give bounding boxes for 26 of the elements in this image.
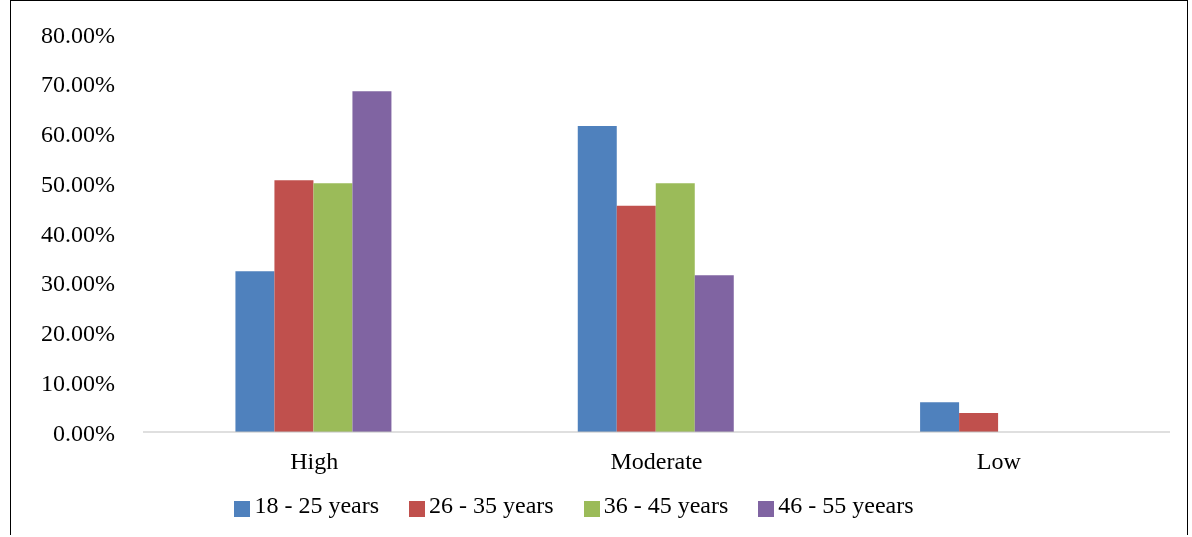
y-tick-label: 50.00% <box>41 170 115 197</box>
legend-label: 46 - 55 yeears <box>778 492 914 518</box>
y-tick-label: 20.00% <box>41 320 115 347</box>
bar <box>577 126 617 432</box>
x-tick-label: Moderate <box>610 448 703 475</box>
bar <box>235 271 275 432</box>
legend-label: 36 - 45 years <box>603 492 729 518</box>
x-tick-label: Low <box>976 448 1022 475</box>
bar <box>313 183 353 432</box>
bar <box>959 413 999 432</box>
y-tick-label: 0.00% <box>53 419 115 446</box>
legend-label: 26 - 35 years <box>429 492 554 518</box>
bar <box>694 275 734 432</box>
bar <box>655 183 695 432</box>
legend-label: 18 - 25 years <box>254 492 380 518</box>
bar <box>616 205 656 432</box>
bar <box>920 402 960 432</box>
y-tick-label: 60.00% <box>41 121 115 148</box>
bar <box>352 91 392 432</box>
bar <box>274 180 314 432</box>
x-tick-label: High <box>290 448 339 475</box>
y-tick-label: 70.00% <box>41 71 115 98</box>
y-tick-label: 40.00% <box>41 220 115 247</box>
y-tick-label: 80.00% <box>41 21 115 48</box>
y-tick-label: 10.00% <box>41 369 115 396</box>
y-tick-label: 30.00% <box>41 270 115 297</box>
